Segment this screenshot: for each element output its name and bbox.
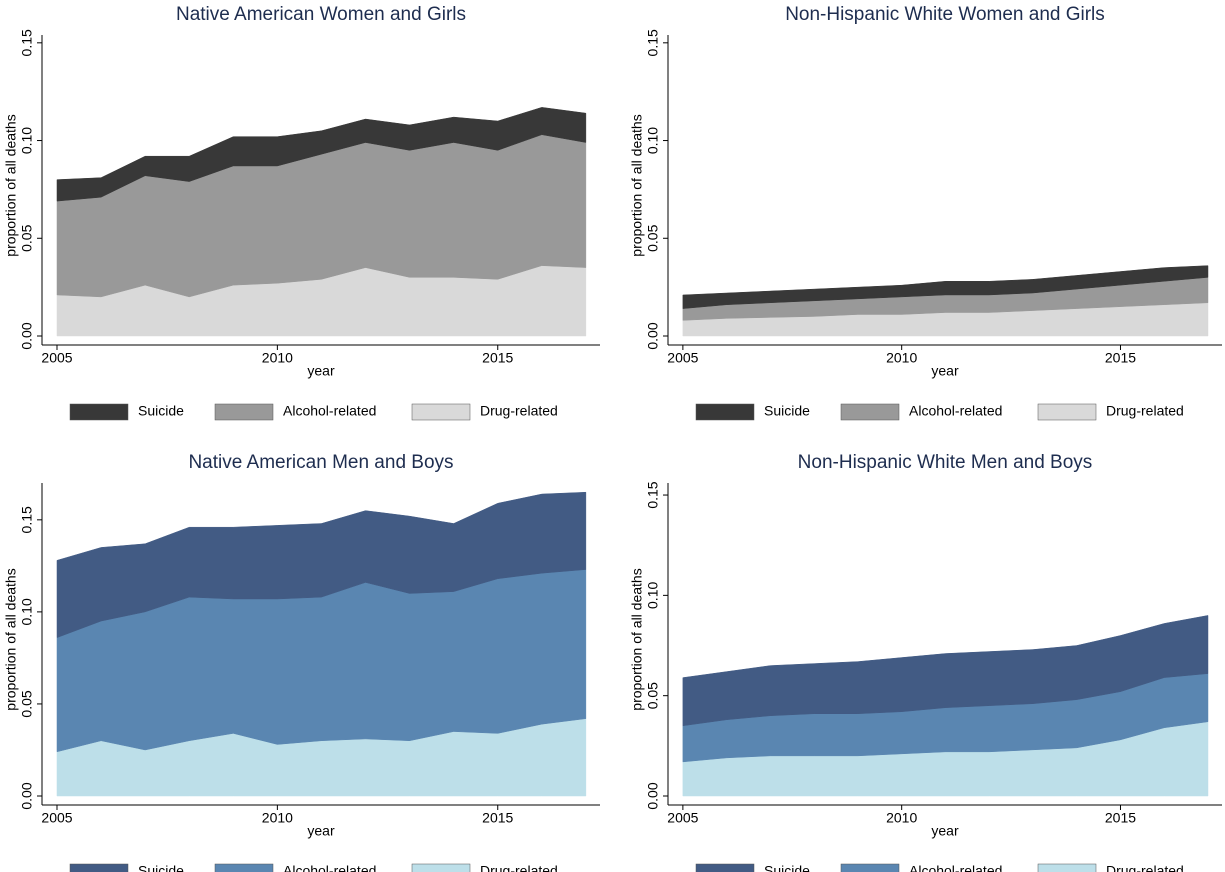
y-tick-label: 0.00 <box>19 782 35 809</box>
area <box>682 265 1209 309</box>
legend-swatch <box>695 863 755 872</box>
x-tick-label: 2015 <box>482 350 513 366</box>
chart-title: Non-Hispanic White Men and Boys <box>798 452 1093 473</box>
y-tick-label: 0.15 <box>645 481 661 508</box>
x-axis-label: year <box>931 823 959 839</box>
x-axis-label: year <box>931 363 959 379</box>
x-tick-label: 2010 <box>262 810 293 826</box>
y-tick-label: 0.15 <box>645 29 661 56</box>
x-axis-label: year <box>307 363 335 379</box>
x-tick-label: 2005 <box>41 350 72 366</box>
y-tick-label: 0.10 <box>645 582 661 609</box>
legend-swatch <box>214 403 274 421</box>
x-tick-label: 2010 <box>262 350 293 366</box>
legend-label: Drug-related <box>480 403 558 419</box>
legend-label: Alcohol-related <box>283 403 376 419</box>
x-tick-label: 2005 <box>667 810 698 826</box>
chart-title: Non-Hispanic White Women and Girls <box>785 4 1105 25</box>
legend-label: Drug-related <box>1106 403 1184 419</box>
x-tick-label: 2015 <box>1105 350 1136 366</box>
legend-label: Suicide <box>138 863 184 872</box>
legend-label: Suicide <box>138 403 184 419</box>
legend-swatch <box>214 863 274 872</box>
legend-swatch <box>695 403 755 421</box>
y-axis-label: proportion of all deaths <box>3 114 19 256</box>
y-tick-label: 0.00 <box>645 322 661 349</box>
legend-label: Alcohol-related <box>909 403 1002 419</box>
area <box>56 134 587 298</box>
chart-title: Native American Women and Girls <box>176 4 466 25</box>
y-tick-label: 0.05 <box>19 224 35 251</box>
x-tick-label: 2015 <box>482 810 513 826</box>
legend-swatch <box>840 403 900 421</box>
legend-swatch <box>1037 863 1097 872</box>
chart-title: Native American Men and Boys <box>188 452 453 473</box>
y-tick-label: 0.15 <box>19 29 35 56</box>
area <box>56 491 587 639</box>
y-tick-label: 0.15 <box>19 506 35 533</box>
area <box>682 615 1209 727</box>
legend-label: Suicide <box>764 403 810 419</box>
legend-swatch <box>69 403 129 421</box>
legend-swatch <box>411 403 471 421</box>
legend-label: Alcohol-related <box>283 863 376 872</box>
legend-label: Alcohol-related <box>909 863 1002 872</box>
x-tick-label: 2015 <box>1105 810 1136 826</box>
legend-label: Suicide <box>764 863 810 872</box>
legend-label: Drug-related <box>480 863 558 872</box>
y-tick-label: 0.00 <box>19 322 35 349</box>
legend-swatch <box>411 863 471 872</box>
y-tick-label: 0.05 <box>19 690 35 717</box>
y-tick-label: 0.10 <box>19 127 35 154</box>
legend-swatch <box>840 863 900 872</box>
y-tick-label: 0.10 <box>19 598 35 625</box>
x-tick-label: 2010 <box>886 810 917 826</box>
y-tick-label: 0.05 <box>645 224 661 251</box>
x-tick-label: 2010 <box>886 350 917 366</box>
legend-label: Drug-related <box>1106 863 1184 872</box>
y-axis-label: proportion of all deaths <box>3 568 19 710</box>
x-tick-label: 2005 <box>41 810 72 826</box>
y-tick-label: 0.10 <box>645 127 661 154</box>
y-axis-label: proportion of all deaths <box>629 114 645 256</box>
area <box>56 107 587 202</box>
y-tick-label: 0.05 <box>645 682 661 709</box>
legend-swatch <box>1037 403 1097 421</box>
x-tick-label: 2005 <box>667 350 698 366</box>
x-axis-label: year <box>307 823 335 839</box>
legend-swatch <box>69 863 129 872</box>
y-tick-label: 0.00 <box>645 782 661 809</box>
y-axis-label: proportion of all deaths <box>629 568 645 710</box>
